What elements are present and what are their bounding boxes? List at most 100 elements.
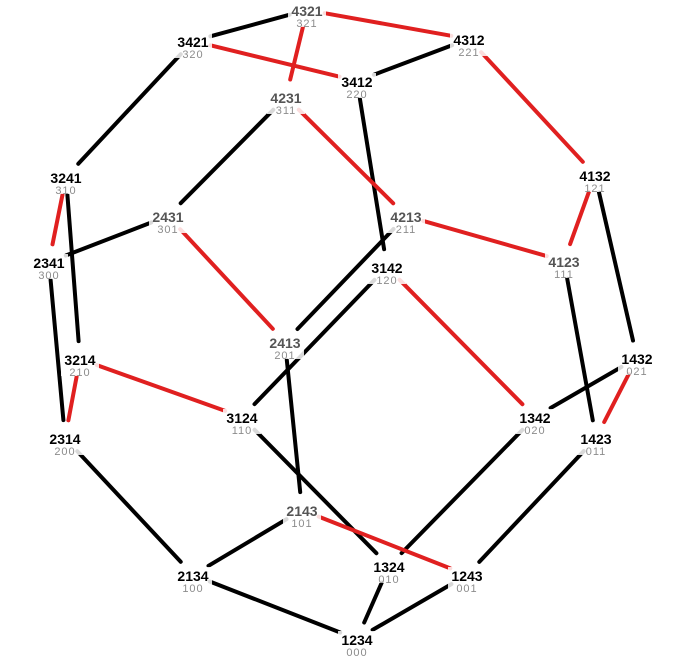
edge-4213-4123 (421, 218, 549, 259)
node-code: 221 (458, 47, 479, 59)
node-code: 110 (232, 425, 253, 437)
node-label: 1234 (341, 632, 372, 648)
node-backing (576, 167, 614, 192)
node-code: 020 (524, 425, 545, 437)
node-code: 201 (274, 350, 295, 362)
node-label: 3124 (226, 410, 257, 426)
edge-3241-2341 (50, 192, 65, 247)
node-backing (516, 409, 554, 434)
node-code: 101 (291, 518, 312, 530)
node-code: 321 (296, 18, 317, 30)
node-backing (545, 253, 583, 278)
node-backing (368, 259, 406, 284)
node-label: 4213 (390, 209, 421, 225)
edge-3421-3412 (208, 43, 342, 79)
edge-1432-1423 (602, 372, 631, 424)
node-code: 301 (157, 224, 178, 236)
node-code: 011 (586, 446, 607, 458)
node-label: 3214 (64, 352, 95, 368)
edge-1324-1234 (362, 580, 384, 625)
node-backing (61, 351, 99, 376)
node-code: 111 (554, 269, 574, 281)
node-label: 2134 (177, 568, 208, 584)
edge-4312-4132 (479, 50, 585, 164)
edge-2143-2134 (206, 517, 289, 568)
node-code: 311 (276, 105, 297, 117)
node-backing (30, 254, 68, 279)
node-backing (387, 208, 425, 233)
edge-4231-4213 (296, 107, 396, 206)
node-label: 4321 (291, 3, 322, 19)
edge-3412-3142 (357, 96, 387, 252)
edge-1243-1234 (370, 582, 454, 632)
node-code: 021 (626, 366, 647, 378)
edge-4321-4312 (322, 11, 454, 38)
edge-4321-4231 (288, 25, 305, 82)
node-backing (370, 558, 408, 583)
node-code: 320 (182, 49, 203, 61)
node-backing (267, 89, 305, 114)
node-backing (618, 350, 656, 375)
edge-1432-1342 (548, 365, 624, 410)
edge-2431-2341 (63, 220, 154, 258)
node-label: 1342 (519, 410, 550, 426)
edge-4213-2413 (295, 227, 396, 331)
node-backing (46, 430, 84, 455)
node-label: 2314 (49, 431, 80, 447)
edge-3142-3124 (252, 277, 377, 407)
edge-2341-2314 (48, 277, 66, 423)
edge-2143-1243 (316, 514, 453, 571)
node-code: 010 (378, 574, 399, 586)
node-label: 4231 (270, 90, 301, 106)
edge-1342-1324 (399, 427, 525, 556)
node-label: 4123 (548, 254, 579, 270)
node-backing (450, 31, 488, 56)
node-label: 3142 (371, 260, 402, 276)
node-backing (174, 567, 212, 592)
edge-3214-2314 (66, 374, 79, 423)
node-backing (149, 208, 187, 233)
node-code: 211 (396, 224, 417, 236)
edge-3421-3241 (76, 52, 183, 166)
node-label: 1243 (451, 568, 482, 584)
node-label: 1423 (580, 431, 611, 447)
edge-2413-2143 (284, 357, 303, 495)
node-backing (338, 73, 376, 98)
node-backing (266, 334, 304, 359)
node-backing (448, 567, 486, 592)
edge-3241-3214 (65, 192, 81, 344)
node-code: 300 (38, 270, 59, 282)
node-code: 000 (346, 647, 367, 659)
edge-4231-2431 (178, 107, 276, 206)
node-code: 120 (376, 275, 397, 287)
edge-4321-3421 (208, 12, 292, 39)
node-label: 3421 (177, 34, 208, 50)
node-label: 3241 (50, 170, 81, 186)
edge-3142-1342 (397, 277, 525, 407)
edge-4132-4123 (568, 189, 591, 247)
node-label: 2341 (33, 255, 64, 271)
node-backing (223, 409, 261, 434)
edge-3214-3124 (94, 363, 228, 413)
node-label: 2413 (269, 335, 300, 351)
edge-4123-1423 (565, 276, 595, 423)
node-label: 4312 (453, 32, 484, 48)
node-backing (288, 2, 326, 27)
